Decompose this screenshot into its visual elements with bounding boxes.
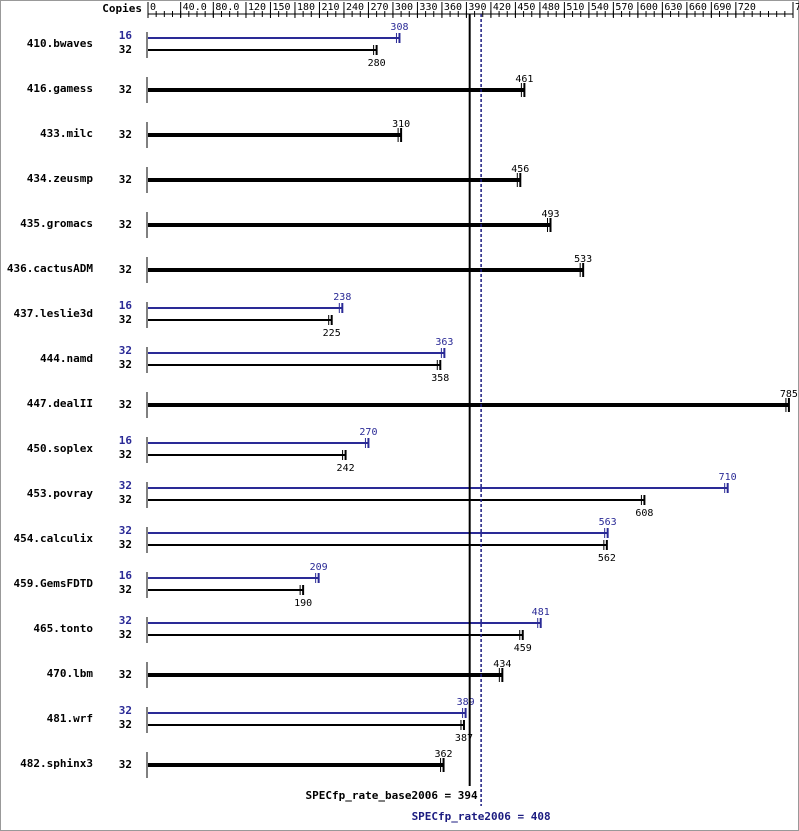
copies-label: 32 — [119, 704, 132, 717]
x-tick-label: 180 — [297, 2, 315, 13]
x-tick-label: 80.0 — [215, 2, 239, 13]
copies-label: 32 — [119, 493, 132, 506]
value-label: 481 — [532, 607, 550, 618]
x-tick-label: 540 — [591, 2, 609, 13]
category-label: 454.calculix — [14, 532, 94, 545]
copies-label: 32 — [119, 758, 132, 771]
category-label: 465.tonto — [33, 622, 93, 635]
category-label: 444.namd — [40, 352, 93, 365]
copies-label: 32 — [119, 538, 132, 551]
value-label: 785 — [780, 389, 798, 400]
category-label: 450.soplex — [27, 442, 94, 455]
copies-label: 32 — [119, 83, 132, 96]
x-tick-label: 630 — [664, 2, 682, 13]
value-label: 238 — [333, 292, 351, 303]
copies-label: 16 — [119, 434, 133, 447]
reference-label: SPECfp_rate_base2006 = 394 — [305, 789, 478, 802]
x-tick-label: 600 — [640, 2, 658, 13]
category-label: 437.leslie3d — [14, 307, 93, 320]
category-label: 410.bwaves — [27, 37, 93, 50]
reference-label: SPECfp_rate2006 = 408 — [412, 810, 551, 823]
value-label: 456 — [511, 164, 529, 175]
x-tick-label: 660 — [689, 2, 707, 13]
value-label: 562 — [598, 553, 616, 564]
copies-label: 32 — [119, 218, 132, 231]
x-tick-label: 240 — [346, 2, 364, 13]
category-label: 435.gromacs — [20, 217, 93, 230]
copies-label: 32 — [119, 344, 132, 357]
copies-label: 32 — [119, 479, 132, 492]
value-label: 533 — [574, 254, 592, 265]
copies-label: 32 — [119, 173, 132, 186]
copies-label: 32 — [119, 448, 132, 461]
x-tick-label: 120 — [248, 2, 266, 13]
value-label: 461 — [515, 74, 533, 85]
copies-label: 16 — [119, 299, 133, 312]
copies-label: 32 — [119, 43, 132, 56]
x-tick-label: 210 — [321, 2, 339, 13]
category-label: 453.povray — [27, 487, 94, 500]
copies-label: 32 — [119, 668, 132, 681]
value-label: 493 — [541, 209, 559, 220]
category-label: 470.lbm — [47, 667, 94, 680]
value-label: 209 — [310, 562, 328, 573]
value-label: 225 — [323, 328, 341, 339]
category-label: 436.cactusADM — [7, 262, 93, 275]
category-label: 447.dealII — [27, 397, 93, 410]
x-tick-label: 330 — [419, 2, 437, 13]
copies-label: 32 — [119, 628, 132, 641]
copies-label: 32 — [119, 128, 132, 141]
x-tick-label: 690 — [713, 2, 731, 13]
copies-label: 32 — [119, 583, 132, 596]
x-tick-label: 480 — [542, 2, 560, 13]
value-label: 434 — [493, 659, 511, 670]
copies-label: 32 — [119, 263, 132, 276]
value-label: 270 — [359, 427, 377, 438]
x-tick-label: 720 — [738, 2, 756, 13]
x-tick-label: 390 — [468, 2, 486, 13]
value-label: 358 — [431, 373, 449, 384]
copies-label: 32 — [119, 313, 132, 326]
copies-label: 32 — [119, 614, 132, 627]
x-tick-label: 360 — [444, 2, 462, 13]
x-tick-label: 270 — [370, 2, 388, 13]
value-label: 242 — [337, 463, 355, 474]
x-tick-label: 570 — [615, 2, 633, 13]
value-label: 389 — [457, 697, 475, 708]
copies-label: 32 — [119, 398, 132, 411]
value-label: 310 — [392, 119, 410, 130]
x-tick-label: 790 — [795, 2, 799, 13]
copies-label: 32 — [119, 718, 132, 731]
category-label: 416.gamess — [27, 82, 93, 95]
x-tick-label: 510 — [566, 2, 584, 13]
value-label: 459 — [514, 643, 532, 654]
x-tick-label: 300 — [395, 2, 413, 13]
value-label: 308 — [390, 22, 408, 33]
value-label: 363 — [435, 337, 453, 348]
category-label: 459.GemsFDTD — [14, 577, 94, 590]
value-label: 280 — [368, 58, 386, 69]
category-label: 433.milc — [40, 127, 93, 140]
copies-label: 32 — [119, 524, 132, 537]
value-label: 563 — [599, 517, 617, 528]
x-tick-label: 420 — [493, 2, 511, 13]
copies-header: Copies — [102, 2, 142, 15]
category-label: 482.sphinx3 — [20, 757, 93, 770]
value-label: 190 — [294, 598, 312, 609]
value-label: 608 — [635, 508, 653, 519]
value-label: 710 — [719, 472, 737, 483]
x-tick-label: 40.0 — [183, 2, 207, 13]
x-tick-label: 0 — [150, 2, 156, 13]
value-label: 387 — [455, 733, 473, 744]
category-label: 481.wrf — [47, 712, 93, 725]
x-tick-label: 450 — [517, 2, 535, 13]
copies-label: 32 — [119, 358, 132, 371]
category-label: 434.zeusmp — [27, 172, 94, 185]
copies-label: 16 — [119, 29, 133, 42]
value-label: 362 — [435, 749, 453, 760]
x-tick-label: 150 — [272, 2, 290, 13]
copies-label: 16 — [119, 569, 133, 582]
